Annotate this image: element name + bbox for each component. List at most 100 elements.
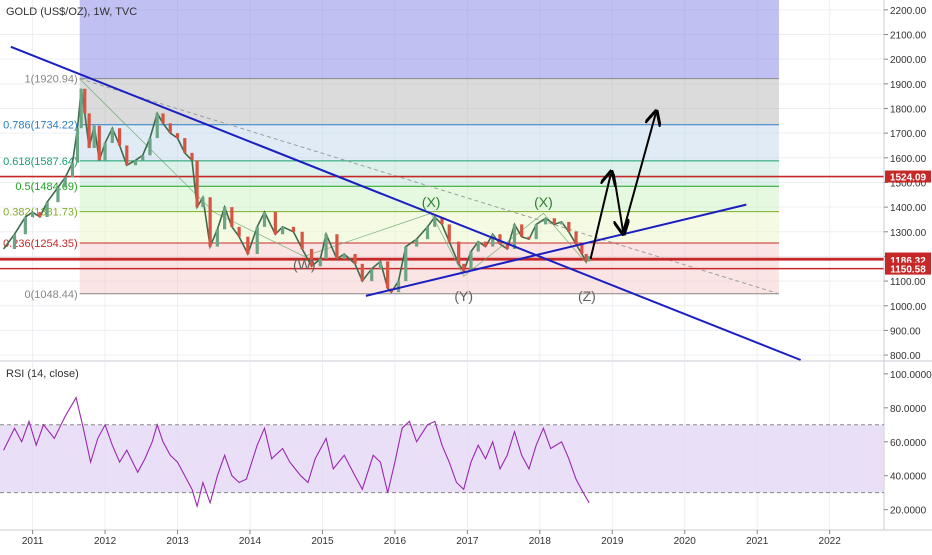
y-tick-label: 1700.00	[890, 129, 927, 140]
price-candle	[457, 241, 461, 264]
price-candle	[97, 125, 101, 161]
y-tick-label: 1800.00	[890, 104, 927, 115]
price-candle	[31, 212, 35, 217]
price-candle	[353, 253, 357, 264]
price-candle	[70, 162, 75, 178]
y-tick-label: 1100.00	[890, 277, 926, 288]
price-candle	[574, 231, 578, 245]
price-candle	[45, 202, 49, 217]
y-tick-label: 2000.00	[890, 55, 927, 66]
y-tick-label: 2100.00	[890, 31, 927, 42]
chart-title: GOLD (US$/OZ), 1W, TVC	[6, 6, 138, 18]
fib-band	[79, 124, 779, 161]
price-candle	[447, 224, 451, 242]
price-candle	[201, 197, 205, 208]
price-candle	[262, 212, 267, 227]
price-candle	[195, 160, 199, 208]
price-tag-label: 1150.58	[890, 265, 926, 276]
y-tick-label: 1000.00	[890, 302, 927, 313]
price-candle	[103, 143, 107, 161]
price-candle	[280, 226, 285, 235]
price-candle	[360, 263, 364, 282]
price-candle	[38, 212, 42, 217]
price-candle	[386, 261, 390, 289]
price-candle	[175, 133, 180, 139]
y-tick-label: 1500.00	[890, 178, 927, 189]
price-tag-label: 1524.09	[890, 173, 927, 184]
price-candle	[396, 281, 401, 293]
price-candle	[161, 113, 165, 124]
price-candle	[155, 113, 159, 139]
price-candle	[440, 216, 444, 225]
price-candle	[505, 244, 509, 250]
y-tick-label: 2200.00	[890, 6, 927, 17]
wave-label: (X)	[534, 194, 553, 210]
y-tick-label: 1400.00	[890, 203, 927, 214]
price-candle	[117, 128, 122, 146]
price-candle	[133, 160, 138, 166]
x-tick-label: 2017	[456, 536, 479, 547]
price-candle	[559, 221, 564, 225]
fib-level-label: 0.236(1254.35)	[3, 238, 78, 250]
rsi-line	[3, 396, 590, 509]
y-tick-label: 1300.00	[890, 228, 927, 239]
price-candle	[75, 128, 80, 163]
price-candle	[148, 138, 152, 156]
x-tick-label: 2014	[239, 536, 262, 547]
price-candle	[415, 239, 419, 247]
price-candle	[237, 226, 241, 237]
x-tick-label: 2016	[384, 536, 407, 547]
x-tick-label: 2015	[311, 536, 334, 547]
rsi-y-tick-label: 100.0000	[890, 370, 932, 381]
price-candle	[491, 234, 495, 247]
price-candle	[342, 253, 346, 259]
y-tick-label: 1900.00	[890, 80, 927, 91]
price-candle	[246, 236, 250, 254]
price-candle	[552, 218, 556, 225]
x-tick-label: 2019	[601, 536, 624, 547]
price-candle	[291, 226, 296, 232]
price-tag-label: 1186.32	[890, 256, 926, 267]
price-candle	[141, 155, 145, 161]
y-tick-label: 1600.00	[890, 154, 927, 165]
price-candle	[92, 125, 96, 148]
fib-level-label: 0.618(1587.64)	[3, 156, 78, 168]
price-candle	[183, 138, 187, 153]
projection-arrow	[622, 113, 656, 233]
price-candle	[512, 224, 517, 250]
price-candle	[255, 226, 259, 254]
fib-band	[79, 160, 779, 187]
price-candle	[309, 249, 314, 267]
price-candle	[190, 152, 194, 161]
wave-label: (Y)	[454, 288, 473, 304]
price-candle	[230, 207, 234, 227]
wave-label: (W)	[293, 256, 316, 272]
price-candle	[223, 207, 227, 230]
price-candle	[534, 224, 538, 240]
fib-level-label: 0(1048.44)	[24, 289, 77, 301]
rsi-y-tick-label: 80.0000	[890, 404, 927, 415]
price-candle	[370, 268, 374, 282]
y-tick-label: 800.00	[890, 351, 921, 362]
price-candle	[324, 234, 328, 259]
fib-level-label: 0.5(1484.69)	[15, 181, 77, 193]
price-candle	[318, 258, 322, 267]
price-candle	[56, 187, 60, 203]
projection-arrow	[589, 174, 611, 260]
price-tag	[885, 170, 931, 183]
price-candle	[23, 216, 27, 235]
y-tick-label: 900.00	[890, 326, 921, 337]
price-candle	[469, 251, 473, 272]
price-candle	[544, 218, 548, 225]
price-candle	[79, 88, 83, 129]
price-candle	[63, 177, 67, 188]
price-candle	[587, 256, 591, 262]
price-candle	[584, 253, 588, 262]
wave-label: (X)	[422, 194, 441, 210]
price-candle	[168, 123, 172, 134]
price-candle	[527, 236, 531, 240]
price-candle	[425, 226, 430, 240]
price-candle	[498, 234, 502, 245]
